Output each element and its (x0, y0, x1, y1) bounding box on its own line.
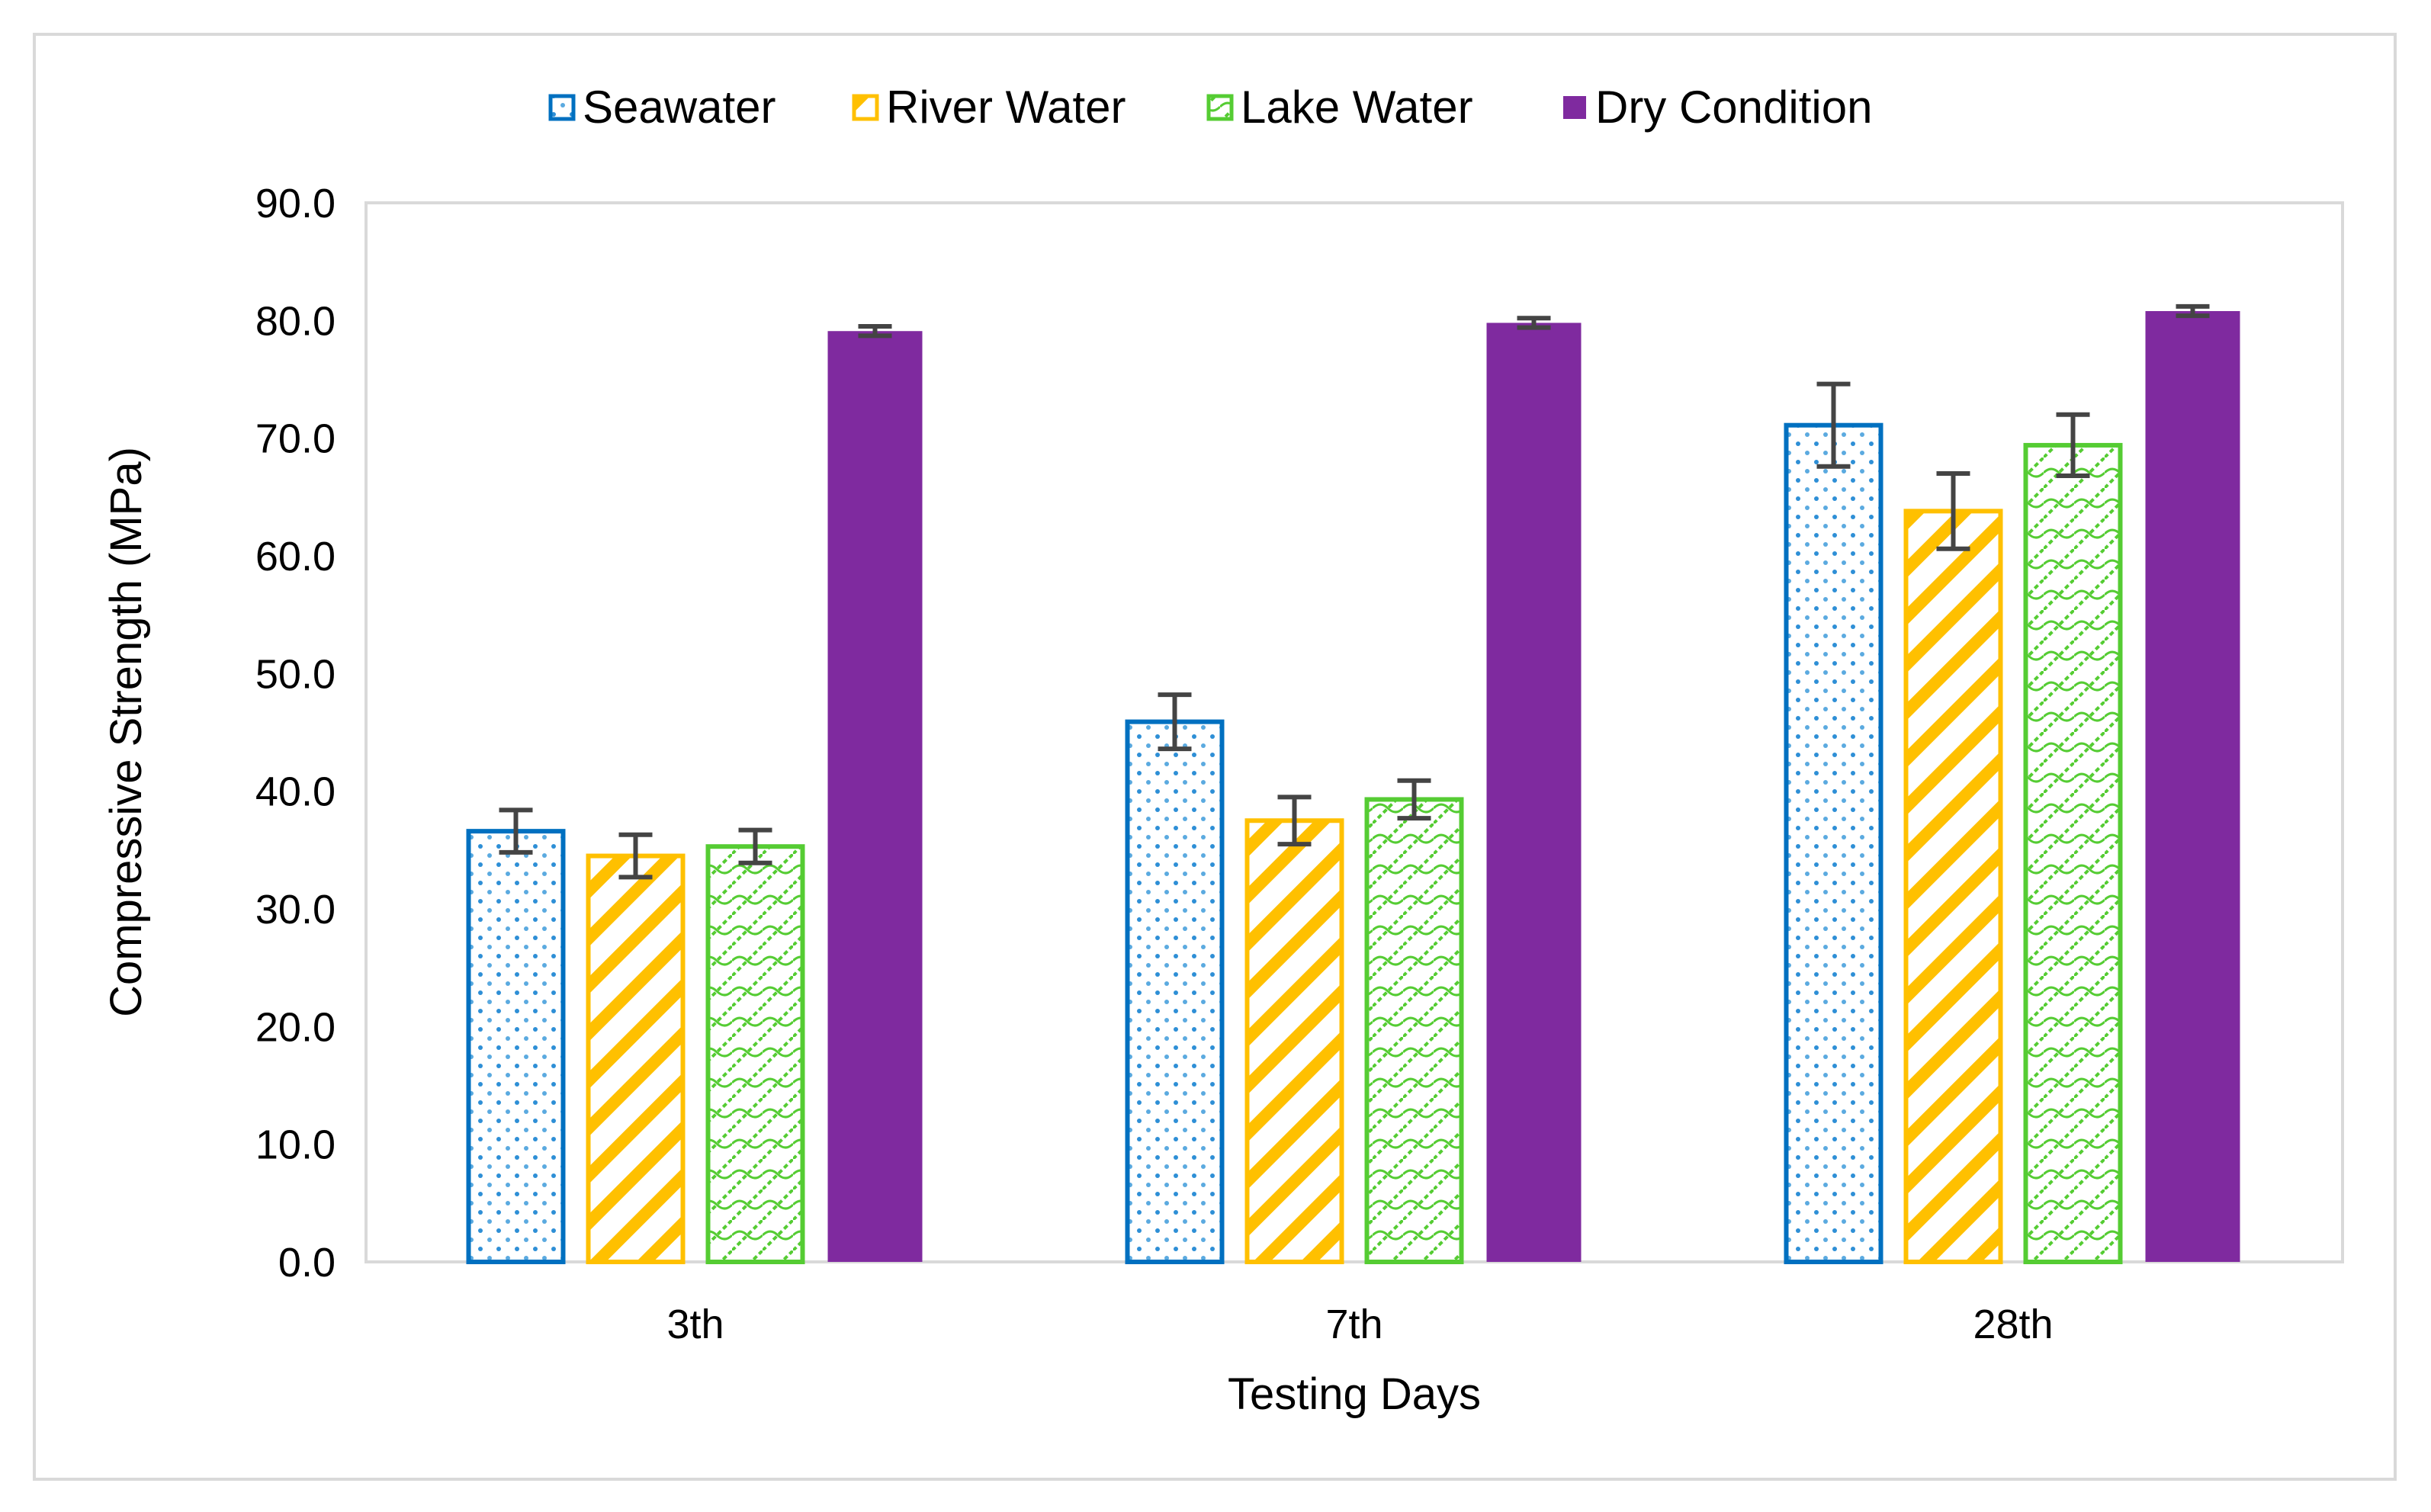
bar-dry-condition (827, 331, 923, 1262)
y-tick-label: 70.0 (255, 416, 336, 462)
bar-lake-water (705, 844, 805, 1265)
error-bar (1517, 316, 1551, 330)
legend-swatch-lake-water (1206, 94, 1234, 121)
y-tick-label: 30.0 (255, 887, 336, 933)
bar-dry-condition (1486, 323, 1582, 1262)
y-tick-label: 80.0 (255, 298, 336, 344)
bar-seawater (466, 829, 566, 1264)
error-bar (1397, 778, 1431, 821)
legend-swatch-seawater (548, 94, 576, 121)
error-bar (858, 324, 892, 339)
plot-area (364, 201, 2344, 1263)
error-bar (738, 827, 772, 865)
error-bar (1158, 692, 1192, 752)
y-tick-label: 0.0 (278, 1240, 336, 1286)
bar-lake-water (1364, 797, 1464, 1264)
error-bar (2056, 412, 2090, 479)
y-tick-label: 40.0 (255, 769, 336, 815)
x-tick-label: 28th (1973, 1302, 2053, 1347)
bar-river-water (586, 853, 686, 1265)
y-tick-label: 60.0 (255, 534, 336, 579)
error-bar (618, 832, 653, 880)
error-bar (1816, 381, 1851, 469)
legend-swatch-river-water (852, 94, 879, 121)
bar-seawater (1784, 422, 1883, 1265)
legend-label: Dry Condition (1595, 82, 1873, 133)
y-tick-label: 50.0 (255, 651, 336, 697)
legend-swatch-dry-condition (1563, 96, 1586, 119)
bar-river-water (1903, 509, 2003, 1264)
y-tick-label: 90.0 (255, 181, 336, 226)
error-bar (1936, 470, 1970, 551)
y-tick-label: 20.0 (255, 1004, 336, 1050)
legend-label: Seawater (583, 82, 776, 133)
bar-seawater (1125, 719, 1225, 1264)
x-axis-label: Testing Days (1228, 1369, 1481, 1419)
bar-lake-water (2023, 442, 2123, 1265)
bar-river-water (1244, 818, 1344, 1264)
error-bar (499, 807, 533, 855)
legend-label: River Water (886, 82, 1126, 133)
error-bar (1277, 795, 1312, 847)
y-tick-label: 10.0 (255, 1122, 336, 1168)
x-tick-label: 3th (666, 1302, 724, 1347)
y-axis-label: Compressive Strength (MPa) (101, 447, 151, 1017)
error-bar (2176, 303, 2210, 319)
bar-dry-condition (2145, 310, 2240, 1262)
legend-label: Lake Water (1241, 82, 1473, 133)
x-tick-label: 7th (1325, 1302, 1382, 1347)
